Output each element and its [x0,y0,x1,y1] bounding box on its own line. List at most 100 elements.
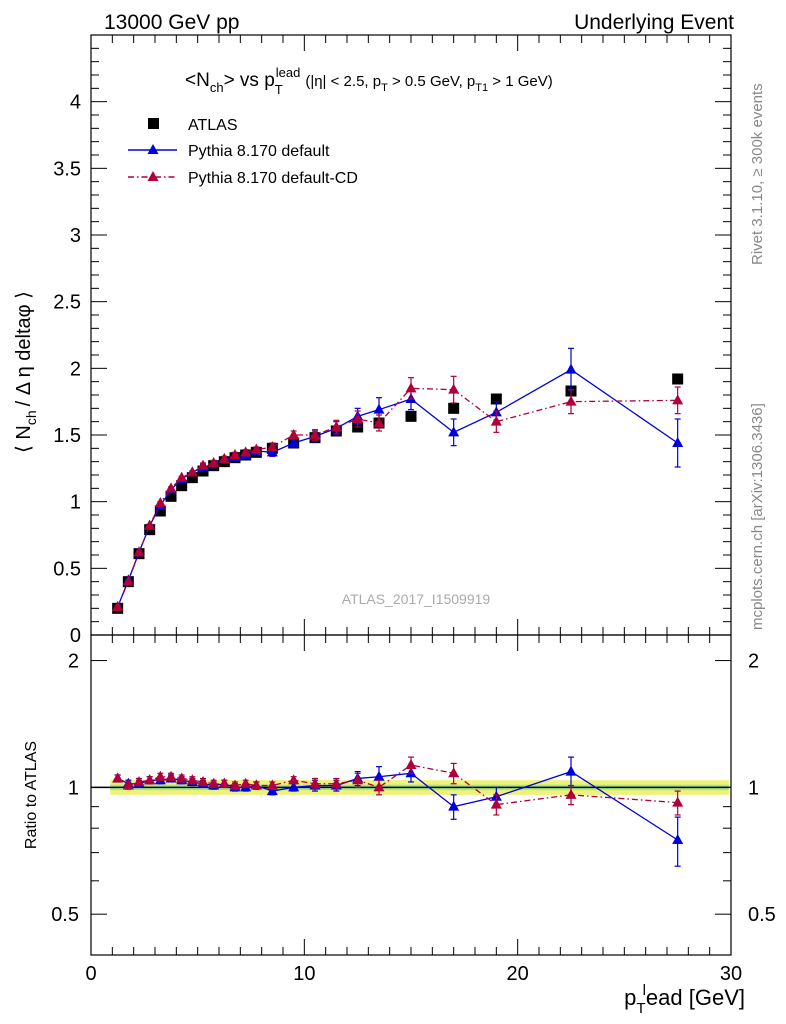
ratio-y-tick-label-right: 1 [748,777,759,799]
title-part-sub1: ch [210,80,224,95]
xlabel-part-a: p [624,985,636,1010]
ratio-point-1 [144,774,156,785]
ratio-point-1 [405,759,417,770]
ratio-point-1 [448,767,460,778]
series-point-2 [672,394,684,405]
series-point-2 [250,443,262,454]
legend-marker-atlas [148,118,159,129]
header-right: Underlying Event [574,11,734,34]
main-y-axis-label: ⟨ Nch / Δ η deltaφ ⟩ [13,291,39,453]
ratio-point-1 [672,796,684,807]
x-tick-labels: 0 10 20 30 [85,963,742,985]
series-point-2 [309,429,321,439]
title-part-cuts-sub2: T1 [475,82,488,94]
ratio-point-0 [672,834,684,845]
xlabel-part-sub: T [636,1000,645,1017]
ylabel-part-sub: ch [23,410,39,425]
main-y-tick-label: 3 [70,225,81,247]
xlabel-part-sup: l [643,982,646,999]
mcplots-text: mcplots.cern.ch [arXiv:1306.3436] [749,403,766,630]
ratio-point-1 [330,777,342,788]
ratio-point-1 [250,779,262,790]
ratio-y-tick-labels: 0.5 0.5 1 1 2 2 [51,651,776,927]
series-point-2 [352,413,364,423]
legend-label-default-cd: Pythia 8.170 default-CD [188,170,358,187]
atlas-data-point [672,373,684,385]
ratio-y-axis-label: Ratio to ATLAS [23,741,40,849]
ratio-point-1 [197,775,209,786]
ratio-point-1 [133,775,145,786]
legend-label-atlas: ATLAS [188,117,238,134]
ratio-y-tick-label: 2 [68,651,79,673]
x-tick-label: 0 [85,963,96,985]
series-point-2 [373,417,385,427]
series-point-2 [208,457,220,467]
ratio-point-1 [373,781,385,792]
ratio-plot-frame [90,634,732,956]
ratio-point-1 [229,779,241,790]
ratio-point-1 [122,779,134,790]
series-point-2 [266,441,278,451]
legend: ATLAS Pythia 8.170 default Pythia 8.170 … [128,117,358,187]
series-point-2 [197,459,209,470]
main-axis-ticks [90,34,732,636]
ratio-point-0 [373,770,385,781]
main-y-tick-label: 1.5 [53,425,81,447]
ratio-point-1 [565,788,577,799]
atlas-data-point [165,490,177,502]
atlas-data-point [405,410,417,422]
ratio-y-tick-label: 1 [68,777,79,799]
series-point-2 [112,601,124,611]
ratio-point-1 [266,779,278,790]
ratio-point-1 [176,772,188,783]
series-point-2 [490,415,502,426]
title-part-sub2: T [275,82,283,97]
title-part-cuts: (|η| < 2.5, p [305,73,381,90]
main-plot-title: <Nch> vs pTlead(|η| < 2.5, pT > 0.5 GeV,… [185,65,553,97]
ratio-point-1 [112,772,124,783]
ratio-y-tick-label: 0.5 [51,904,79,926]
rivet-version-text: Rivet 3.1.10, ≥ 300k events [749,83,766,265]
legend-label-default: Pythia 8.170 default [188,143,330,160]
ratio-point-1 [240,777,252,788]
series-point-2 [448,383,460,394]
series-point-2 [144,519,156,530]
ratio-point-0 [565,765,577,776]
ratio-point-0 [288,781,300,792]
ratio-point-1 [208,777,220,788]
main-y-tick-label: 0.5 [53,558,81,580]
legend-marker-default-cd [147,171,159,181]
series-point-2 [154,497,166,507]
atlas-data-point [186,472,198,484]
x-tick-label: 20 [507,963,529,985]
ratio-point-1 [154,770,166,781]
analysis-watermark: ATLAS_2017_I1509919 [342,591,491,607]
main-y-tick-label: 2 [70,358,81,380]
ratio-point-1 [218,777,230,788]
series-point-2 [288,429,300,439]
atlas-data-point [490,393,502,405]
ratio-point-1 [186,774,198,785]
main-y-tick-labels: 0 0.5 1 1.5 2 2.5 3 3.5 4 [53,92,81,647]
title-part-mid: > vs p [224,70,275,91]
ratio-data-layer [112,756,684,867]
title-part-sup: lead [276,65,301,80]
xlabel-part-b: ead [GeV] [646,985,745,1010]
ratio-uncertainty-band [91,780,731,795]
ratio-point-0 [266,785,278,796]
series-point-2 [186,466,198,477]
main-y-tick-label: 1 [70,492,81,514]
series-point-1 [672,437,684,447]
ratio-point-1 [352,774,364,785]
series-line-2 [117,387,678,608]
ratio-axis-ticks [90,635,732,956]
x-axis-label: pTlead [GeV] [624,982,745,1017]
ylabel-part-b: / Δ η deltaφ ⟩ [13,291,35,406]
title-part-cuts-sub1: T [381,82,388,94]
title-part-cuts-mid: > 0.5 GeV, p [388,73,475,90]
ylabel-part-a: ⟨ N [13,425,35,453]
series-point-2 [330,421,342,431]
series-point-1 [288,437,300,447]
atlas-data-point [154,505,166,517]
